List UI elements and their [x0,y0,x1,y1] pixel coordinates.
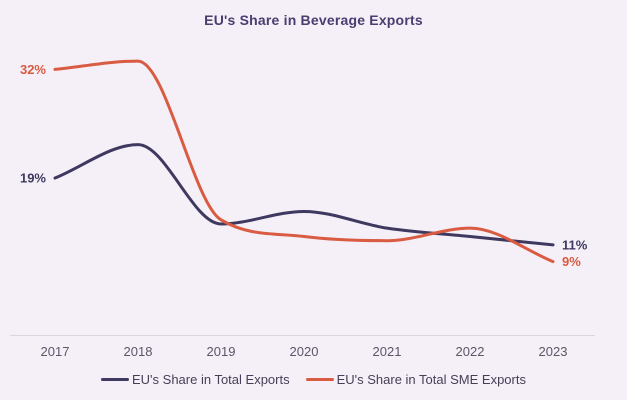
series-line-0 [53,143,555,247]
legend-item-total-exports: EU's Share in Total Exports [101,372,290,387]
series-end-value-label: 9% [562,254,581,269]
legend-label-total-sme-exports: EU's Share in Total SME Exports [336,372,526,387]
x-axis-tick-label: 2023 [539,344,568,359]
legend-item-total-sme-exports: EU's Share in Total SME Exports [305,372,526,387]
series-start-value-label: 32% [20,62,46,77]
x-axis-tick-label: 2020 [290,344,319,359]
legend-label-total-exports: EU's Share in Total Exports [132,372,290,387]
x-axis-tick-label: 2017 [41,344,70,359]
chart-legend: EU's Share in Total Exports EU's Share i… [0,372,627,387]
x-axis-tick-label: 2022 [456,344,485,359]
series-start-value-label: 19% [20,171,46,186]
series-end-value-label: 11% [562,237,588,252]
legend-swatch-total-sme-exports [305,378,334,381]
chart-title: EU's Share in Beverage Exports [204,12,423,28]
x-axis-tick-label: 2018 [124,344,153,359]
x-axis-tick-label: 2019 [207,344,236,359]
x-axis-tick-label: 2021 [373,344,402,359]
legend-swatch-total-exports [101,378,129,381]
series-line-1 [53,59,555,264]
